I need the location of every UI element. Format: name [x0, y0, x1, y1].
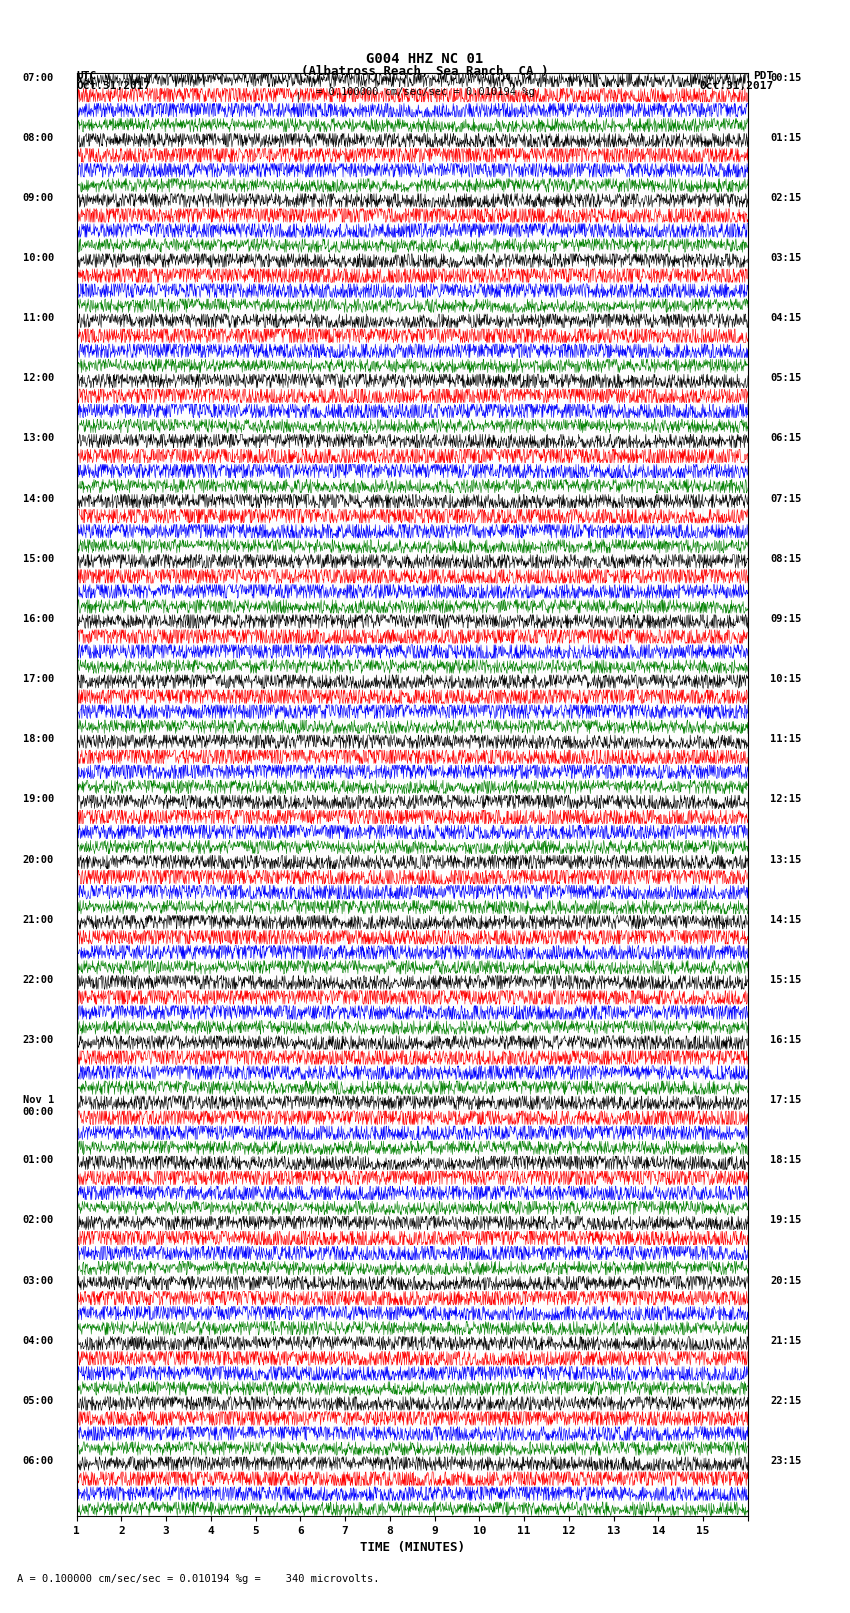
Text: 07:15: 07:15: [770, 494, 802, 503]
Text: 10:00: 10:00: [23, 253, 54, 263]
Text: 21:00: 21:00: [23, 915, 54, 924]
Text: 05:15: 05:15: [770, 373, 802, 384]
Text: 00:15: 00:15: [770, 73, 802, 82]
X-axis label: TIME (MINUTES): TIME (MINUTES): [360, 1542, 465, 1555]
Text: 06:00: 06:00: [23, 1457, 54, 1466]
Text: 11:15: 11:15: [770, 734, 802, 744]
Text: 16:15: 16:15: [770, 1036, 802, 1045]
Text: 01:00: 01:00: [23, 1155, 54, 1165]
Text: 18:00: 18:00: [23, 734, 54, 744]
Text: = 0.100000 cm/sec/sec = 0.010194 %g: = 0.100000 cm/sec/sec = 0.010194 %g: [315, 87, 535, 97]
Text: 05:00: 05:00: [23, 1395, 54, 1407]
Text: 12:00: 12:00: [23, 373, 54, 384]
Text: 02:00: 02:00: [23, 1216, 54, 1226]
Text: 11:00: 11:00: [23, 313, 54, 323]
Text: 13:15: 13:15: [770, 855, 802, 865]
Text: Oct.31,2017: Oct.31,2017: [700, 81, 774, 90]
Text: G004 HHZ NC 01: G004 HHZ NC 01: [366, 52, 484, 66]
Text: 06:15: 06:15: [770, 434, 802, 444]
Text: 04:15: 04:15: [770, 313, 802, 323]
Text: Oct.31,2017: Oct.31,2017: [76, 81, 150, 90]
Text: 04:00: 04:00: [23, 1336, 54, 1345]
Text: 15:00: 15:00: [23, 553, 54, 565]
Text: 20:00: 20:00: [23, 855, 54, 865]
Text: 01:15: 01:15: [770, 132, 802, 142]
Text: A = 0.100000 cm/sec/sec = 0.010194 %g =    340 microvolts.: A = 0.100000 cm/sec/sec = 0.010194 %g = …: [17, 1574, 379, 1584]
Text: 21:15: 21:15: [770, 1336, 802, 1345]
Text: PDT: PDT: [753, 71, 774, 81]
Text: 18:15: 18:15: [770, 1155, 802, 1165]
Text: 15:15: 15:15: [770, 974, 802, 986]
Text: 08:15: 08:15: [770, 553, 802, 565]
Text: 13:00: 13:00: [23, 434, 54, 444]
Text: (Albatross Reach, Sea Ranch, CA ): (Albatross Reach, Sea Ranch, CA ): [301, 65, 549, 77]
Text: 08:00: 08:00: [23, 132, 54, 142]
Text: 16:00: 16:00: [23, 615, 54, 624]
Text: UTC: UTC: [76, 71, 97, 81]
Text: 14:15: 14:15: [770, 915, 802, 924]
Text: 07:00: 07:00: [23, 73, 54, 82]
Text: 19:15: 19:15: [770, 1216, 802, 1226]
Text: 17:15: 17:15: [770, 1095, 802, 1105]
Text: 09:15: 09:15: [770, 615, 802, 624]
Text: Nov 1
00:00: Nov 1 00:00: [23, 1095, 54, 1116]
Text: 12:15: 12:15: [770, 794, 802, 805]
Text: 20:15: 20:15: [770, 1276, 802, 1286]
Text: 09:00: 09:00: [23, 194, 54, 203]
Text: 14:00: 14:00: [23, 494, 54, 503]
Text: 22:00: 22:00: [23, 974, 54, 986]
Text: 23:00: 23:00: [23, 1036, 54, 1045]
Text: 03:15: 03:15: [770, 253, 802, 263]
Text: 10:15: 10:15: [770, 674, 802, 684]
Text: 03:00: 03:00: [23, 1276, 54, 1286]
Text: 19:00: 19:00: [23, 794, 54, 805]
Text: 22:15: 22:15: [770, 1395, 802, 1407]
Text: 17:00: 17:00: [23, 674, 54, 684]
Text: 23:15: 23:15: [770, 1457, 802, 1466]
Text: |: |: [294, 92, 301, 103]
Text: 02:15: 02:15: [770, 194, 802, 203]
